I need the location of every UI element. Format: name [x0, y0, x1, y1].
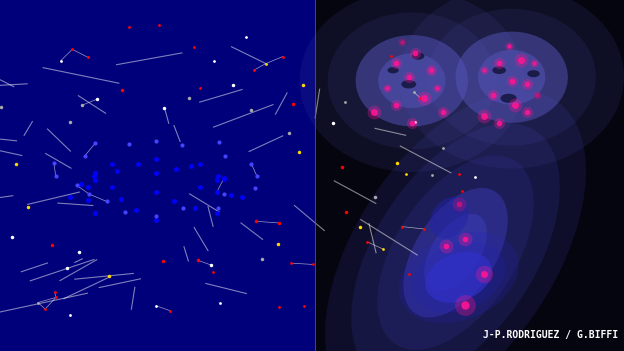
Ellipse shape [456, 32, 568, 123]
Ellipse shape [300, 0, 524, 172]
Ellipse shape [425, 252, 492, 303]
Ellipse shape [403, 188, 508, 317]
Bar [0, 0, 315, 351]
Ellipse shape [356, 35, 468, 126]
Ellipse shape [478, 50, 545, 105]
Ellipse shape [430, 197, 469, 238]
Ellipse shape [412, 53, 424, 60]
Ellipse shape [424, 214, 487, 292]
Ellipse shape [401, 80, 416, 88]
Bar [315, 0, 624, 351]
Ellipse shape [412, 241, 505, 313]
Ellipse shape [425, 252, 492, 303]
Ellipse shape [427, 9, 596, 146]
Ellipse shape [492, 66, 506, 74]
Ellipse shape [351, 123, 560, 351]
Ellipse shape [388, 67, 399, 73]
Ellipse shape [328, 12, 496, 149]
Ellipse shape [500, 94, 517, 103]
Text: J-P.RODRIGUEZ / G.BIFFI: J-P.RODRIGUEZ / G.BIFFI [482, 331, 618, 340]
Ellipse shape [378, 155, 534, 350]
Ellipse shape [527, 70, 540, 77]
Ellipse shape [378, 53, 446, 108]
Ellipse shape [325, 91, 586, 351]
Ellipse shape [399, 231, 519, 323]
Ellipse shape [399, 0, 624, 168]
